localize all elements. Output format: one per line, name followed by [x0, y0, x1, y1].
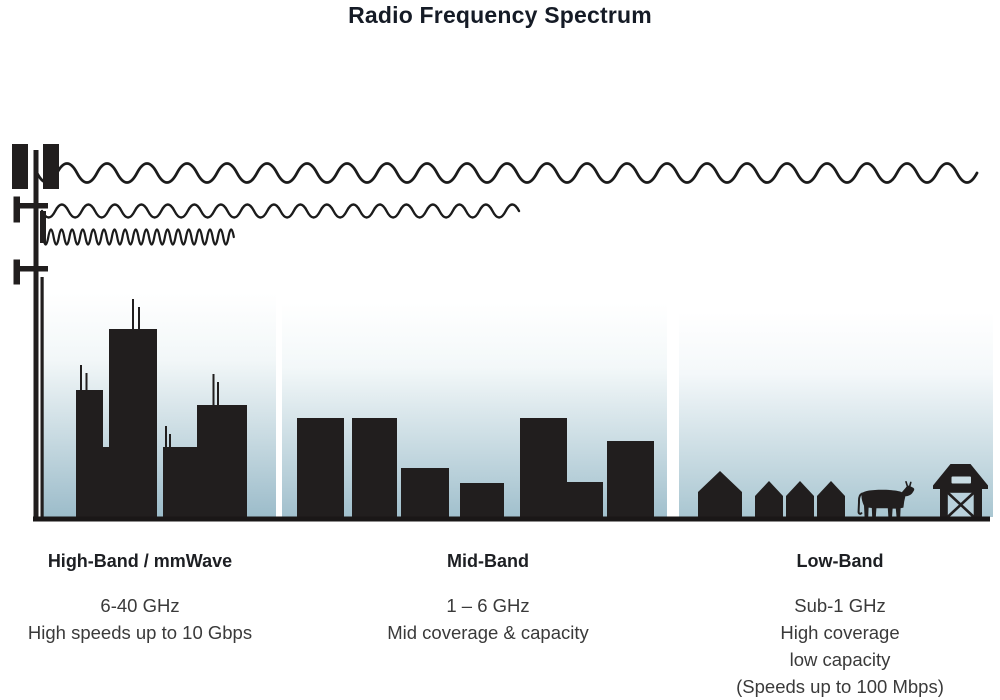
band-description: (Speeds up to 100 Mbps) — [736, 676, 944, 697]
band-description: Mid coverage & capacity — [387, 622, 589, 643]
band-description: High coverage — [780, 622, 900, 643]
band-frequency: 1 – 6 GHz — [446, 595, 530, 616]
band-heading: High-Band / mmWave — [47, 551, 233, 571]
radio-waves — [35, 162, 979, 246]
ground-line — [33, 516, 990, 522]
mid-band-sky-panel — [282, 303, 667, 517]
mid-frequency-wave — [40, 203, 521, 219]
high-band-label-block: High-Band / mmWave 6-40 GHz High speeds … — [0, 551, 280, 646]
mid-band-label-block: Mid-Band 1 – 6 GHz Mid coverage & capaci… — [348, 551, 628, 646]
page-title: Radio Frequency Spectrum — [348, 2, 652, 28]
mid-band-buildings — [297, 418, 654, 518]
high-band-skyline — [76, 299, 247, 518]
low-band-label-block: Low-Band Sub-1 GHz High coverage low cap… — [690, 551, 990, 700]
house-icon — [817, 481, 845, 518]
low-band-rural-scene — [698, 464, 988, 520]
house-icon — [698, 471, 742, 518]
rf-spectrum-diagram — [12, 144, 993, 522]
band-frequency: 6-40 GHz — [100, 595, 180, 616]
cell-tower-icon — [12, 144, 59, 517]
house-icon — [786, 481, 814, 518]
cow-icon — [857, 481, 915, 518]
band-frequency: Sub-1 GHz — [794, 595, 886, 616]
barn-icon — [933, 464, 988, 520]
high-frequency-wave — [41, 228, 235, 246]
band-heading: Mid-Band — [447, 551, 529, 571]
band-heading: Low-Band — [796, 551, 884, 571]
house-icon — [755, 481, 783, 518]
band-description: low capacity — [789, 649, 891, 670]
low-frequency-wave — [35, 162, 979, 184]
band-description: High speeds up to 10 Gbps — [27, 622, 253, 643]
